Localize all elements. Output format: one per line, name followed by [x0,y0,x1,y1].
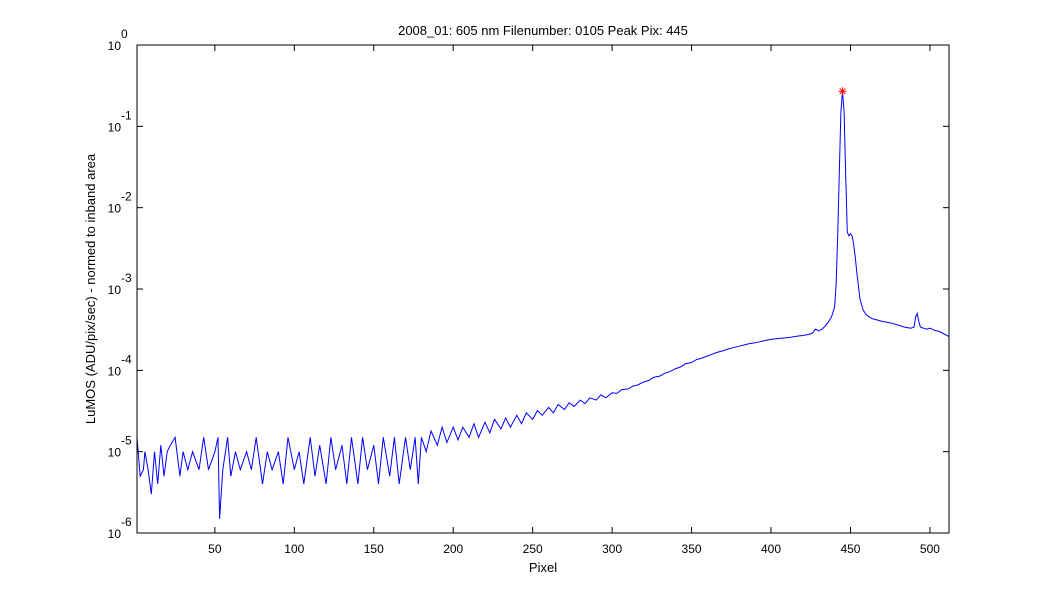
y-tick-label-exponent: -3 [121,271,132,285]
chart-title: 2008_01: 605 nm Filenumber: 0105 Peak Pi… [398,23,688,38]
y-tick-label-exponent: -5 [121,434,132,448]
y-tick-label-base: 10 [108,202,122,216]
y-tick-label-exponent: -1 [121,108,132,122]
x-tick-label: 400 [761,542,781,556]
y-tick-label-exponent: -2 [121,190,132,204]
x-tick-label: 250 [523,542,543,556]
marker-layer [838,87,847,96]
y-axis-label: LuMOS (ADU/pix/sec) - normed to inband a… [83,153,98,424]
series-layer [136,91,950,519]
y-tick-label-base: 10 [108,120,122,134]
x-axis: 50 100 150 200 250 300 350 400 450 500 [208,45,940,556]
y-tick-label-base: 10 [108,39,122,53]
x-tick-label: 450 [840,542,860,556]
y-tick-label-base: 10 [108,527,122,541]
x-tick-label: 500 [920,542,940,556]
x-tick-label: 350 [682,542,702,556]
x-tick-label: 200 [443,542,463,556]
peak-marker [838,87,847,96]
y-tick-label-exponent: -4 [121,352,132,366]
plot-background [137,45,949,533]
y-tick-label-exponent: 0 [121,27,128,41]
x-axis-label: Pixel [529,560,557,575]
y-tick-label-base: 10 [108,446,122,460]
y-tick-label-base: 10 [108,283,122,297]
y-tick-label-base: 10 [108,364,122,378]
y-tick-label-exponent: -6 [121,515,132,529]
x-tick-label: 100 [284,542,304,556]
series-line-0 [136,91,950,519]
x-tick-label: 300 [602,542,622,556]
x-tick-label: 150 [364,542,384,556]
x-tick-label: 50 [208,542,222,556]
